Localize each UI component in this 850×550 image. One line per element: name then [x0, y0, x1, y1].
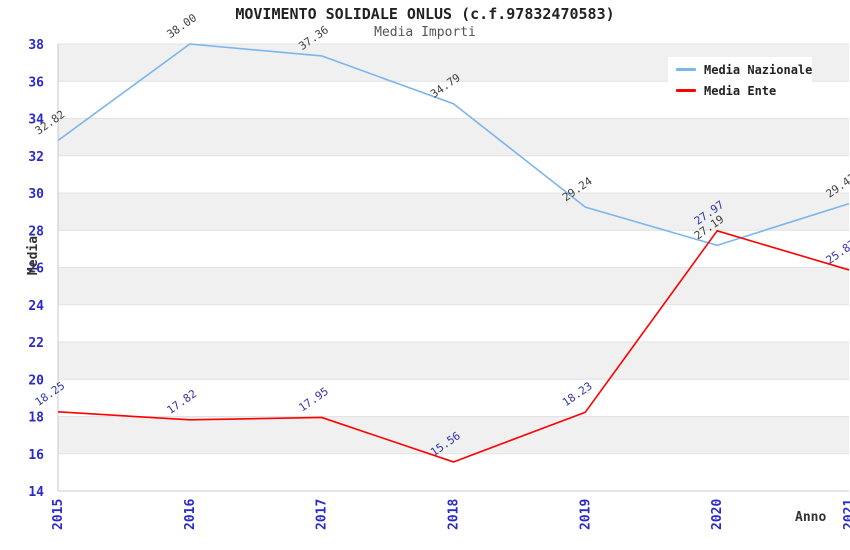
x-tick-label: 2017 [315, 499, 330, 530]
y-tick-label: 38 [28, 38, 44, 53]
legend-label: Media Nazionale [704, 62, 813, 77]
legend-item-media-ente[interactable]: Media Ente [676, 84, 812, 98]
x-tick-label: 2021 [842, 499, 850, 530]
legend-line-icon [676, 89, 696, 92]
data-label: 17.95 [296, 385, 331, 415]
plot-band [58, 342, 849, 380]
y-tick-label: 36 [28, 75, 44, 90]
y-tick-label: 28 [28, 224, 44, 239]
y-tick-label: 24 [28, 299, 44, 314]
y-tick-label: 32 [28, 150, 44, 165]
data-label: 38.00 [165, 11, 200, 41]
data-label: 18.23 [560, 380, 595, 410]
legend-label: Media Ente [704, 83, 777, 98]
x-axis-title: Anno [795, 510, 827, 525]
x-tick-label: 2015 [51, 499, 66, 530]
y-tick-label: 16 [28, 448, 44, 463]
x-tick-label: 2020 [710, 499, 725, 530]
plot-band [58, 416, 849, 454]
data-label: 25.87 [824, 237, 850, 267]
y-tick-label: 14 [28, 485, 44, 500]
x-tick-label: 2018 [447, 499, 462, 530]
y-tick-label: 20 [28, 373, 44, 388]
series-line-media-nazionale [57, 43, 850, 247]
y-tick-label: 30 [28, 187, 44, 202]
chart-subtitle: Media Importi [374, 25, 476, 40]
y-axis-title: Media [26, 235, 42, 276]
legend: Media Nazionale Media Ente [668, 57, 812, 103]
y-tick-label: 34 [28, 113, 44, 128]
y-tick-label: 26 [28, 262, 44, 277]
legend-item-media-nazionale[interactable]: Media Nazionale [676, 63, 812, 77]
series-line-media-ente [57, 230, 850, 463]
plot-band [58, 118, 849, 156]
chart-title: MOVIMENTO SOLIDALE ONLUS (c.f.9783247058… [235, 5, 615, 23]
data-label: 17.82 [165, 387, 200, 417]
plot-band [58, 267, 849, 305]
plot-band [58, 193, 849, 231]
x-tick-label: 2016 [183, 499, 198, 530]
y-tick-label: 18 [28, 411, 44, 426]
legend-line-icon [676, 68, 696, 71]
x-tick-label: 2019 [578, 499, 593, 530]
y-tick-label: 22 [28, 336, 44, 351]
